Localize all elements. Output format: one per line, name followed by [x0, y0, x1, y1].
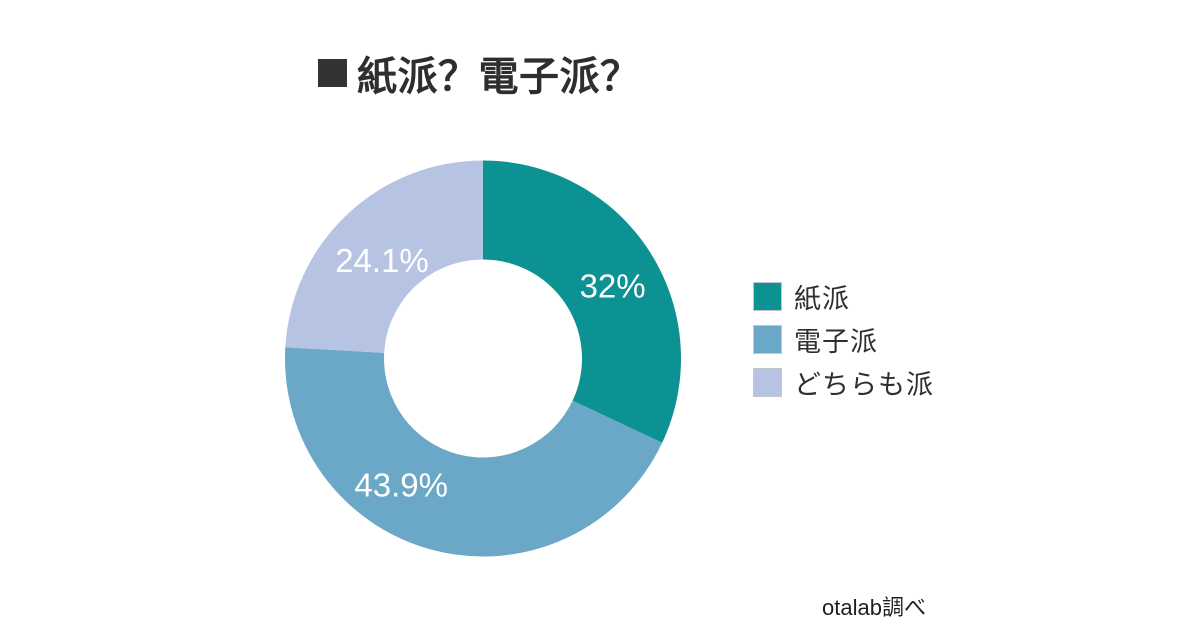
donut-slice-2: [285, 347, 663, 557]
legend-item-digital: 電子派: [753, 325, 934, 357]
donut-slice-1: [483, 160, 682, 443]
chart-legend: 紙派 電子派 どちらも派: [753, 282, 934, 411]
legend-item-both: どちらも派: [753, 368, 934, 400]
chart-title-row: 紙派？電子派？: [318, 44, 641, 102]
donut-slice-3: [285, 160, 483, 353]
legend-label-paper: 紙派: [794, 284, 850, 314]
legend-swatch-both: [753, 368, 782, 397]
source-note: otalab調べ: [822, 595, 926, 620]
chart-title: 紙派？電子派？: [357, 55, 641, 99]
legend-swatch-digital: [753, 325, 782, 354]
slice-value-label-1: 32%: [580, 268, 646, 305]
slice-value-label-3: 24.1%: [335, 242, 429, 279]
legend-swatch-paper: [753, 282, 782, 311]
title-bullet-icon: [318, 59, 347, 87]
legend-label-both: どちらも派: [794, 370, 934, 400]
legend-item-paper: 紙派: [753, 282, 934, 314]
legend-label-digital: 電子派: [794, 327, 878, 357]
slice-value-label-2: 43.9%: [354, 466, 448, 503]
